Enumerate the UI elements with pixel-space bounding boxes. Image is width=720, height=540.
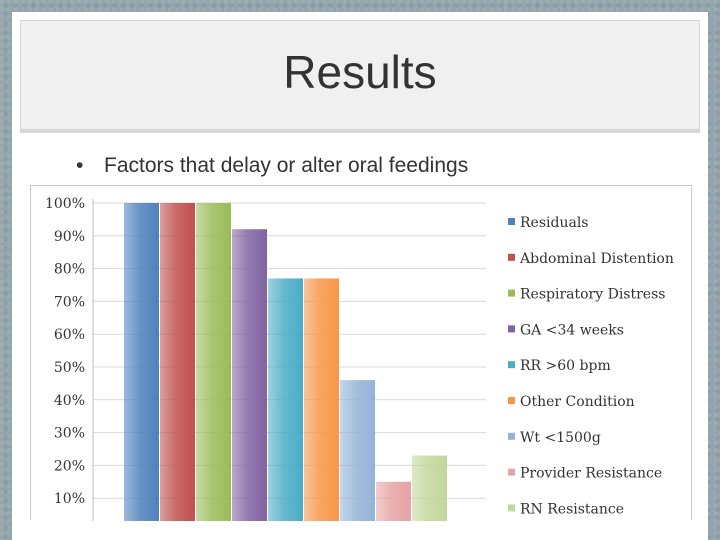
legend-label: RR >60 bpm	[520, 358, 611, 374]
legend-swatch	[508, 361, 515, 369]
y-tick-label: 70%	[54, 294, 85, 310]
y-tick-label: 80%	[54, 262, 85, 278]
bullet-marker: •	[76, 154, 84, 177]
legend-label: GA <34 weeks	[520, 322, 624, 338]
bar-wt-1500g	[340, 380, 375, 521]
bar-ga-34-weeks	[232, 229, 267, 521]
legend-swatch	[508, 253, 515, 261]
y-tick-label: 20%	[54, 458, 85, 474]
y-tick-label: 100%	[45, 196, 85, 212]
bullet-text: Factors that delay or alter oral feeding…	[104, 154, 469, 177]
bar-provider-resistance	[376, 481, 411, 521]
legend-label: Respiratory Distress	[520, 287, 665, 303]
legend-label: RN Resistance	[520, 501, 624, 517]
legend-swatch	[508, 468, 515, 476]
slide-title: Results	[283, 46, 437, 98]
legend-swatch	[508, 504, 515, 512]
y-tick-label: 60%	[54, 327, 85, 343]
y-tick-label: 90%	[54, 229, 85, 245]
bar-respiratory-distress	[196, 203, 231, 521]
bar-abdominal-distention	[160, 203, 195, 521]
y-tick-label: 10%	[54, 491, 85, 507]
y-tick-label: 40%	[54, 393, 85, 409]
bar-rn-resistance	[412, 455, 447, 521]
legend-swatch	[508, 325, 515, 333]
legend-label: Residuals	[520, 215, 588, 231]
bullet-item: • Factors that delay or alter oral feedin…	[76, 152, 468, 180]
legend-swatch	[508, 218, 515, 225]
y-tick-label: 50%	[54, 360, 85, 376]
bar-rr-60-bpm	[268, 278, 303, 521]
title-box	[20, 20, 700, 130]
legend-label: Other Condition	[520, 394, 635, 410]
bar-residuals	[124, 203, 159, 521]
legend-label: Provider Resistance	[520, 466, 662, 482]
legend-label: Abdominal Distention	[519, 251, 674, 267]
bar-chart: 100% 90% 80% 70% 60% 50% 40% 30% 20% 10% Residuals…	[45, 196, 674, 521]
chart-frame: 100% 90% 80% 70% 60% 50% 40% 30% 20% 10% Residuals…	[30, 185, 692, 521]
y-tick-label: 30%	[54, 426, 85, 442]
title-divider	[20, 130, 700, 133]
bar-other-condition	[304, 278, 339, 521]
legend-swatch	[508, 397, 515, 404]
legend-swatch	[508, 289, 515, 297]
legend-label: Wt <1500g	[520, 430, 601, 446]
legend-swatch	[508, 432, 515, 440]
